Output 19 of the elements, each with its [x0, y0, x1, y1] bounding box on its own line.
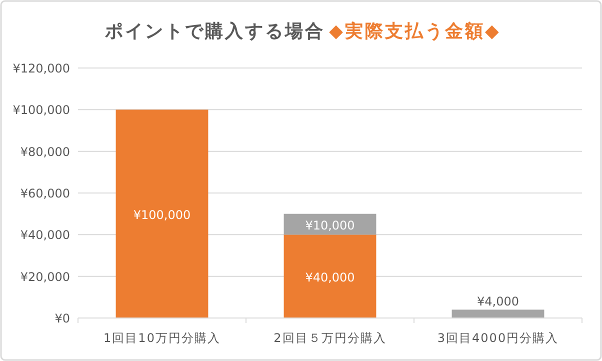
- data-label: ¥100,000: [133, 208, 191, 222]
- data-label: ¥40,000: [305, 270, 355, 284]
- y-tick-label: ¥40,000: [20, 228, 70, 242]
- x-tick-label: 3回目4000円分購入: [437, 331, 559, 345]
- x-tick-label: 1回目10万円分購入: [104, 331, 220, 345]
- y-tick-label: ¥80,000: [20, 144, 70, 159]
- y-tick-label: ¥120,000: [12, 62, 70, 76]
- data-label: ¥10,000: [305, 218, 355, 232]
- bar: [116, 110, 208, 318]
- data-label: ¥4,000: [477, 294, 519, 309]
- y-tick-label: ¥20,000: [20, 270, 70, 284]
- bar: [284, 234, 376, 318]
- chart-title: ポイントで購入する場合: [104, 21, 326, 42]
- y-tick-label: ¥0: [54, 312, 70, 326]
- y-tick-label: ¥100,000: [12, 103, 70, 118]
- bar: [452, 310, 544, 318]
- chart-subtitle: ◆実際支払う金額◆: [329, 21, 501, 42]
- y-tick-label: ¥60,000: [20, 186, 70, 200]
- x-tick-label: 2回目５万円分購入: [274, 331, 386, 345]
